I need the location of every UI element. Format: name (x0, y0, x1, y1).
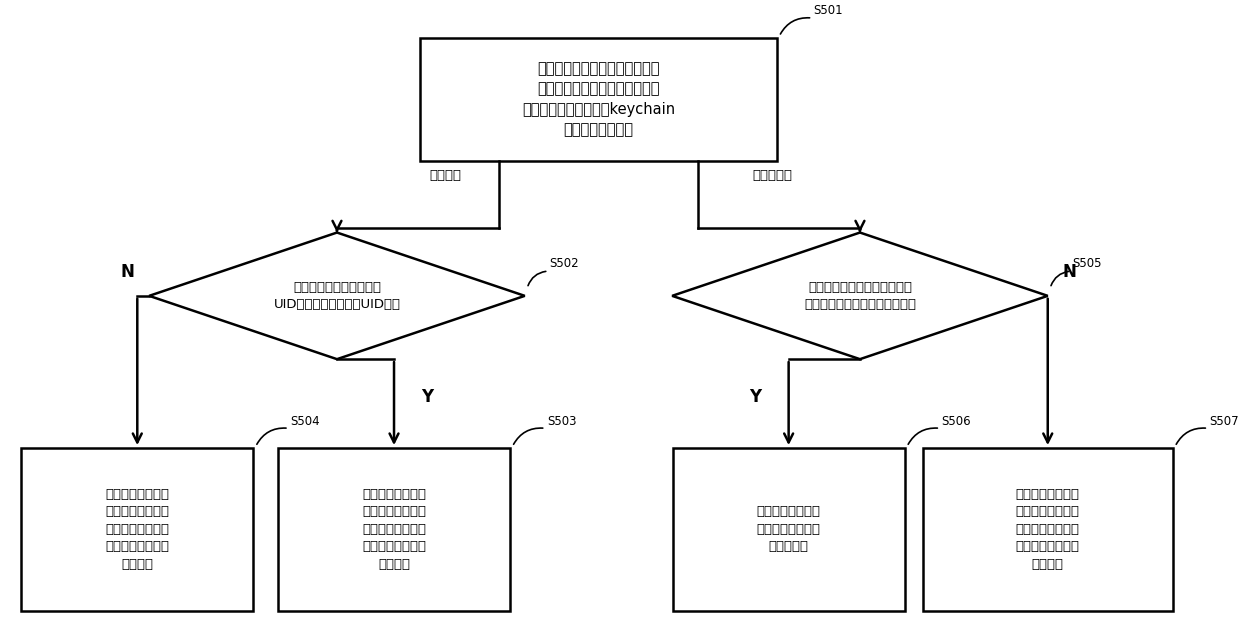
Text: 该连麦候选人的用
户端不允许该连麦
候选人发起连麦请
求，并给出无法连
麦的提示: 该连麦候选人的用 户端不允许该连麦 候选人发起连麦请 求，并给出无法连 麦的提示 (362, 488, 427, 571)
FancyBboxPatch shape (278, 448, 510, 611)
Text: 服务器根据保存的信息，判断
是否允许该连麦候选人发起连麦: 服务器根据保存的信息，判断 是否允许该连麦候选人发起连麦 (804, 281, 916, 311)
Text: S502: S502 (549, 257, 579, 271)
Text: S505: S505 (1073, 257, 1102, 271)
Text: 用户端判断要连麦的主播
UID是否与存储的主播UID相同: 用户端判断要连麦的主播 UID是否与存储的主播UID相同 (274, 281, 401, 311)
Text: S501: S501 (813, 4, 843, 17)
Text: Y: Y (749, 389, 761, 406)
FancyBboxPatch shape (923, 448, 1173, 611)
Text: 当有骚扰嫌疑的连麦候选人想再
次发起连麦请求时，该连麦候选
人的用户端获取钥匙串keychain
中存储的搜索字典: 当有骚扰嫌疑的连麦候选人想再 次发起连麦请求时，该连麦候选 人的用户端获取钥匙串… (522, 61, 675, 137)
Text: 获取不成功: 获取不成功 (751, 168, 792, 182)
Text: S504: S504 (290, 415, 320, 428)
Text: N: N (120, 264, 135, 281)
FancyBboxPatch shape (21, 448, 253, 611)
Text: N: N (1063, 264, 1076, 281)
Text: S503: S503 (547, 415, 577, 428)
Polygon shape (149, 232, 525, 359)
Text: 获取成功: 获取成功 (429, 168, 461, 182)
FancyBboxPatch shape (420, 37, 776, 161)
Text: Y: Y (422, 389, 433, 406)
Text: S506: S506 (941, 415, 971, 428)
Text: 服务器告知该连麦
候选人的用户端无
法发起连麦，且不
会将连麦请求推送
至主播端: 服务器告知该连麦 候选人的用户端无 法发起连麦，且不 会将连麦请求推送 至主播端 (1016, 488, 1080, 571)
Text: 服务器将该连麦候
选人的连麦请求推
送至主播端: 服务器将该连麦候 选人的连麦请求推 送至主播端 (756, 505, 821, 554)
Polygon shape (672, 232, 1048, 359)
FancyBboxPatch shape (673, 448, 904, 611)
Text: 该连麦候选人的用
户端允许发起连麦
请求，且服务器直
接将连麦请求推送
至主播端: 该连麦候选人的用 户端允许发起连麦 请求，且服务器直 接将连麦请求推送 至主播端 (105, 488, 170, 571)
Text: S507: S507 (1209, 415, 1239, 428)
